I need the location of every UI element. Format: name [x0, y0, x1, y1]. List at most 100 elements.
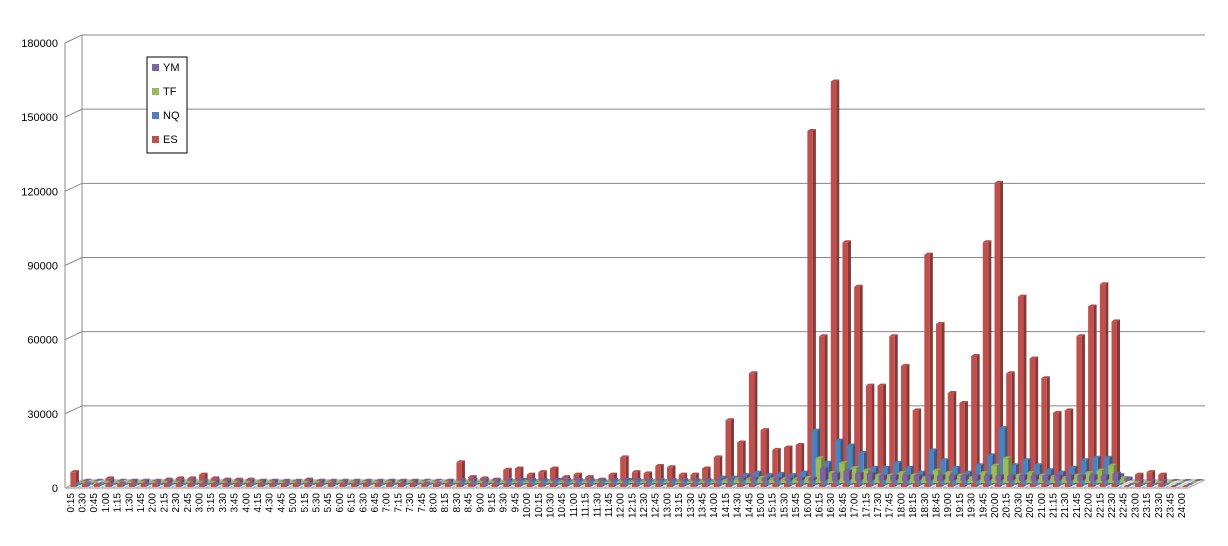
bar [925, 474, 934, 481]
x-tick-label: 7:45 [417, 493, 428, 513]
x-tick-label: 2:45 [183, 493, 194, 513]
bar-side [111, 478, 115, 481]
bar [336, 480, 345, 483]
x-tick-label: 19:30 [967, 493, 978, 518]
bar-front [456, 462, 462, 487]
bar-side [1082, 474, 1086, 481]
bar-side [568, 478, 572, 481]
bar [453, 480, 462, 483]
bar-side [1160, 480, 1164, 483]
bar-top [1143, 480, 1152, 483]
bar-top [429, 480, 439, 483]
bar [1159, 479, 1168, 481]
bar-top [644, 478, 653, 481]
bar-front [327, 482, 334, 487]
bar-front [890, 476, 896, 481]
bar-side [871, 383, 875, 487]
bar-front [687, 481, 693, 483]
bar-front [1038, 475, 1044, 483]
bar [948, 474, 958, 481]
bar-top [795, 442, 805, 445]
bar-front [97, 483, 104, 485]
bar-front [1014, 475, 1021, 483]
bar-front [558, 481, 564, 483]
bar-top [901, 474, 911, 477]
bar-side [1094, 474, 1098, 481]
bar-front [448, 483, 455, 485]
bar-side [907, 474, 911, 481]
bar-top [776, 471, 785, 474]
bar-front [503, 469, 509, 487]
bar-front [624, 480, 630, 485]
x-tick-label: 19:45 [978, 493, 989, 518]
bar-side [778, 476, 782, 481]
bar-front [726, 480, 732, 481]
bar-front [152, 482, 158, 487]
bar-front [460, 482, 467, 485]
bar [702, 478, 712, 481]
bar-front [226, 483, 233, 485]
bar-top [831, 471, 841, 474]
bar-front [386, 480, 392, 487]
bar-top [726, 478, 735, 481]
bar-top [445, 478, 455, 481]
bar-front [144, 483, 151, 485]
bar-front [971, 355, 977, 487]
bar-top [1166, 480, 1176, 483]
bar-front [397, 480, 404, 487]
bar-top [842, 240, 851, 243]
bar-top [230, 480, 240, 483]
x-tick-label: 14:45 [744, 493, 755, 518]
x-tick-label: 7:30 [405, 493, 416, 513]
bar-top [363, 478, 373, 481]
bar-top [807, 129, 816, 131]
bar-front [1076, 336, 1082, 487]
x-tick-label: 9:00 [475, 493, 486, 513]
grid-line [64, 108, 1205, 118]
bar-front [421, 483, 427, 487]
bar-side [158, 478, 162, 481]
bar-front [292, 482, 299, 487]
bar-front [710, 481, 716, 483]
bar [480, 478, 490, 481]
bar-front [550, 480, 557, 481]
bar [807, 129, 816, 487]
bar-top [690, 472, 699, 475]
bar-top [912, 408, 922, 411]
bar [1007, 474, 1016, 481]
x-tick-label: 0:30 [78, 493, 89, 513]
y-tick-label: 30000 [27, 409, 58, 421]
legend-label: NQ [163, 110, 180, 122]
bar-side [1059, 474, 1063, 481]
bar-top [258, 478, 267, 481]
bar-front [1099, 284, 1106, 487]
bar-front [691, 480, 697, 481]
bar-top [987, 453, 996, 456]
x-tick-label: 21:15 [1048, 493, 1059, 518]
bar-front [464, 481, 471, 483]
bar-top [207, 480, 216, 483]
bar-side [964, 400, 968, 487]
bar-top [539, 478, 548, 481]
legend-swatch [152, 112, 159, 119]
bar-front [682, 481, 689, 485]
bar-front [757, 478, 763, 483]
bar-top [375, 478, 384, 481]
bar [281, 478, 291, 481]
bar-top [1026, 471, 1035, 474]
bar-top [932, 468, 942, 471]
bar-side [579, 478, 583, 481]
bar-top [515, 478, 525, 481]
bar [738, 476, 747, 481]
bar [1041, 376, 1050, 487]
bar-side [400, 480, 404, 483]
bar [1042, 474, 1051, 481]
bar [289, 480, 298, 483]
bar [312, 480, 322, 483]
bar-side [954, 474, 958, 481]
bar-top [94, 478, 104, 481]
bar-top [655, 463, 664, 466]
x-tick-label: 18:00 [896, 493, 907, 518]
bar-front [912, 410, 919, 487]
bar-top [772, 447, 781, 450]
